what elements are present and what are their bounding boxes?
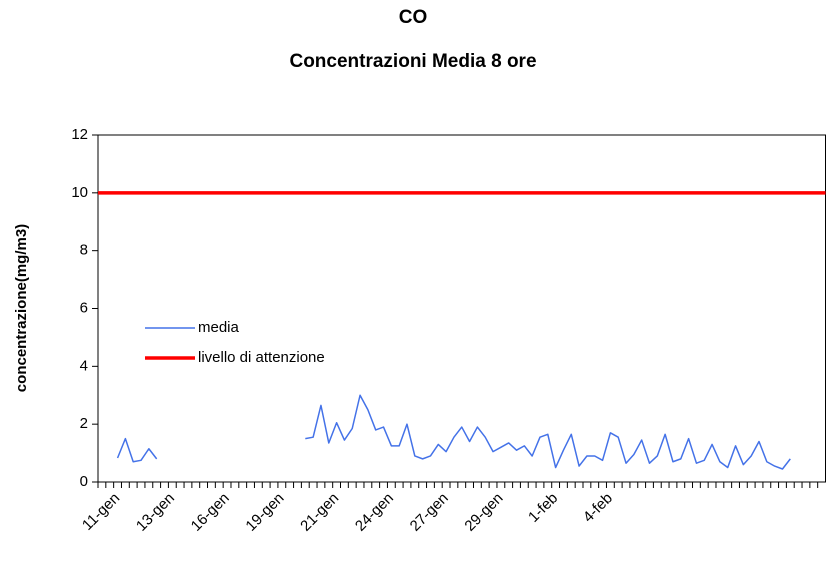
legend-label: media [198, 319, 240, 336]
x-tick-label: 16-gen [188, 490, 233, 535]
y-tick-label: 4 [80, 357, 88, 374]
y-tick-label: 2 [80, 415, 88, 432]
x-tick-label: 19-gen [242, 490, 287, 535]
chart-title: CO [399, 7, 428, 28]
data-line [116, 394, 791, 470]
x-tick-label: 1-feb [525, 490, 561, 526]
plot-frame [97, 134, 826, 483]
chart-subtitle: Concentrazioni Media 8 ore [289, 51, 536, 72]
y-tick-label: 12 [71, 126, 88, 143]
x-tick-label: 24-gen [352, 490, 397, 535]
x-tick-label: 27-gen [407, 490, 452, 535]
x-tick-label: 4-feb [580, 490, 616, 526]
y-tick-label: 6 [80, 299, 88, 316]
y-tick-label: 8 [80, 242, 88, 259]
legend-label: livello di attenzione [198, 349, 325, 366]
x-tick-label: 11-gen [79, 490, 123, 534]
x-tick-label: 13-gen [133, 490, 178, 535]
y-tick-label: 10 [71, 184, 88, 201]
x-tick-label: 21-gen [297, 490, 342, 535]
y-axis-label: concentrazione(mg/m3) [13, 224, 30, 392]
y-tick-label: 0 [80, 473, 88, 490]
x-tick-label: 29-gen [461, 490, 506, 535]
